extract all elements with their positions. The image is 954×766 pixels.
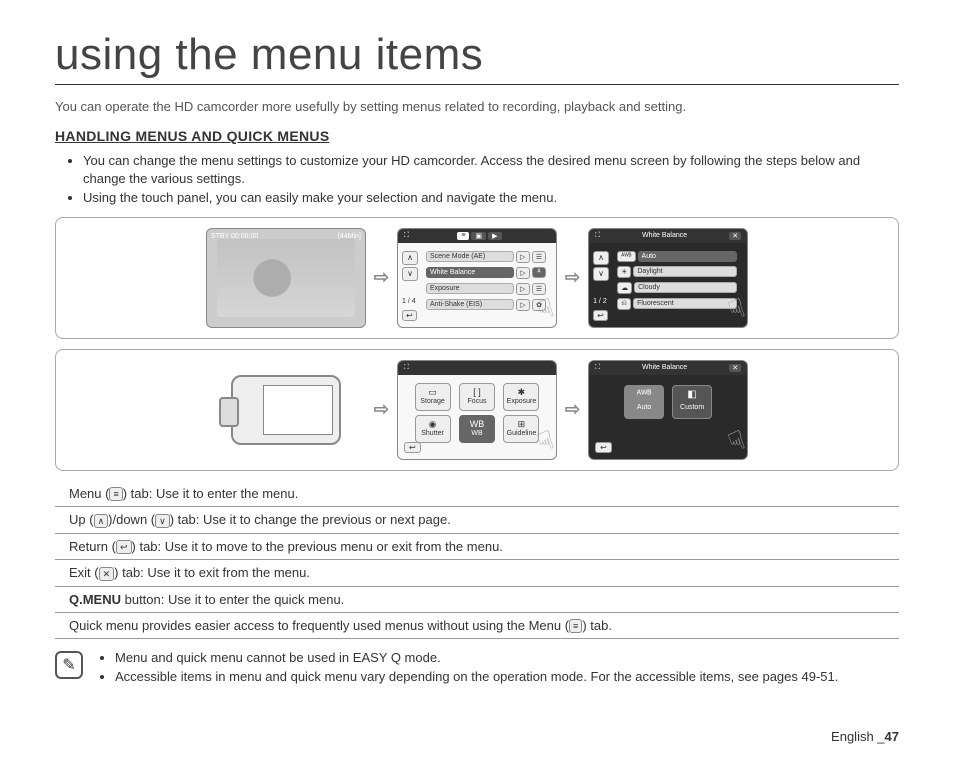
wb-tile[interactable]: ◧Custom <box>672 385 712 419</box>
back-button[interactable]: ↩ <box>595 442 612 453</box>
qm-tile[interactable]: [ ]Focus <box>459 383 495 411</box>
note-block: ✎ Menu and quick menu cannot be used in … <box>55 649 899 685</box>
desc-return: Return (↩) tab: Use it to move to the pr… <box>55 534 899 561</box>
bullet-2: Using the touch panel, you can easily ma… <box>83 189 899 207</box>
back-button[interactable]: ↩ <box>404 442 421 453</box>
up-button[interactable]: ∧ <box>593 251 609 265</box>
hand-icon: ☟ <box>533 292 557 327</box>
up-button[interactable]: ∧ <box>402 251 418 265</box>
desc-updown: Up (∧)/down (∨) tab: Use it to change th… <box>55 507 899 534</box>
desc-menu: Menu (≡) tab: Use it to enter the menu. <box>55 481 899 508</box>
wb-option[interactable]: Fluorescent <box>633 298 737 309</box>
status-right: [44Min] <box>338 233 361 240</box>
down-icon: ∨ <box>155 514 170 528</box>
page-counter: 1 / 4 <box>402 298 416 305</box>
menu-item-selected[interactable]: White Balance <box>426 267 514 278</box>
preview-screen: STBY 00:00:00 [44Min] <box>206 228 366 328</box>
menu-icon: ≡ <box>569 619 582 633</box>
wb-title: White Balance <box>642 364 687 371</box>
down-button[interactable]: ∨ <box>593 267 609 281</box>
wb-quick-screen: ⛶ White Balance ✕ ᴬᵂᴮAuto ◧Custom ↩ ☟ <box>588 360 748 460</box>
arrow-icon: ⇨ <box>374 399 389 420</box>
desc-qmenu: Q.MENU button: Use it to enter the quick… <box>55 587 899 613</box>
note-1: Menu and quick menu cannot be used in EA… <box>115 649 838 667</box>
arrow-icon: ⇨ <box>565 267 580 288</box>
wb-tile-selected[interactable]: ᴬᵂᴮAuto <box>624 385 664 419</box>
desc-exit: Exit (✕) tab: Use it to exit from the me… <box>55 560 899 587</box>
wb-option[interactable]: Cloudy <box>634 282 737 293</box>
arrow-icon: ⇨ <box>374 267 389 288</box>
wb-option[interactable]: Daylight <box>633 266 737 277</box>
up-icon: ∧ <box>94 514 109 528</box>
hand-icon: ☟ <box>724 292 748 327</box>
note-2: Accessible items in menu and quick menu … <box>115 668 838 686</box>
tab-descriptions: Menu (≡) tab: Use it to enter the menu. … <box>55 481 899 640</box>
wb-list-screen: ⛶ White Balance ✕ ∧ ∨ ᴬᵂᴮAuto ☀Daylight … <box>588 228 748 328</box>
back-button[interactable]: ↩ <box>593 310 608 321</box>
menu-icon: ≡ <box>109 487 122 501</box>
figure-row-2: ⇨ ⛶ ▭Storage [ ]Focus ✱Exposure ◉Shutter… <box>55 349 899 471</box>
hand-icon: ☟ <box>724 424 748 459</box>
intro-text: You can operate the HD camcorder more us… <box>55 99 899 114</box>
back-button[interactable]: ↩ <box>402 305 417 323</box>
menu-item[interactable]: Exposure <box>426 283 514 294</box>
page-footer: English _47 <box>831 729 899 744</box>
qm-tile[interactable]: ▭Storage <box>415 383 451 411</box>
down-button[interactable]: ∨ <box>402 267 418 281</box>
intro-bullets: You can change the menu settings to cust… <box>55 152 899 207</box>
return-icon: ↩ <box>116 540 132 554</box>
arrow-icon: ⇨ <box>565 399 580 420</box>
tab-menu[interactable]: ≡ <box>457 232 469 240</box>
menu-screen: ⛶ ≡ ▣ ▶ ∧ ∨ Scene Mode (AE)▷☰ White Bala… <box>397 228 557 328</box>
section-heading: HANDLING MENUS AND QUICK MENUS <box>55 128 899 144</box>
desc-quickmenu-info: Quick menu provides easier access to fre… <box>55 613 899 640</box>
menu-item[interactable]: Anti-Shake (EIS) <box>426 299 514 310</box>
note-icon: ✎ <box>55 651 83 679</box>
wb-title: White Balance <box>642 232 687 239</box>
wb-option-selected[interactable]: Auto <box>638 251 738 262</box>
bullet-1: You can change the menu settings to cust… <box>83 152 899 187</box>
status-left: STBY 00:00:00 <box>211 233 258 240</box>
close-button[interactable]: ✕ <box>729 364 741 372</box>
page-counter: 1 / 2 <box>593 298 607 305</box>
menu-item[interactable]: Scene Mode (AE) <box>426 251 514 262</box>
exit-icon: ✕ <box>99 567 115 581</box>
page-title: using the menu items <box>55 30 899 85</box>
figure-row-1: STBY 00:00:00 [44Min] ⇨ ⛶ ≡ ▣ ▶ ∧ ∨ Scen… <box>55 217 899 339</box>
quickmenu-screen: ⛶ ▭Storage [ ]Focus ✱Exposure ◉Shutter W… <box>397 360 557 460</box>
qm-tile[interactable]: ✱Exposure <box>503 383 539 411</box>
camcorder-illustration <box>206 360 366 460</box>
tab-play[interactable]: ▶ <box>488 232 501 240</box>
qm-tile-selected[interactable]: WBWB <box>459 415 495 443</box>
close-button[interactable]: ✕ <box>729 232 741 240</box>
tab-rec[interactable]: ▣ <box>471 232 486 240</box>
